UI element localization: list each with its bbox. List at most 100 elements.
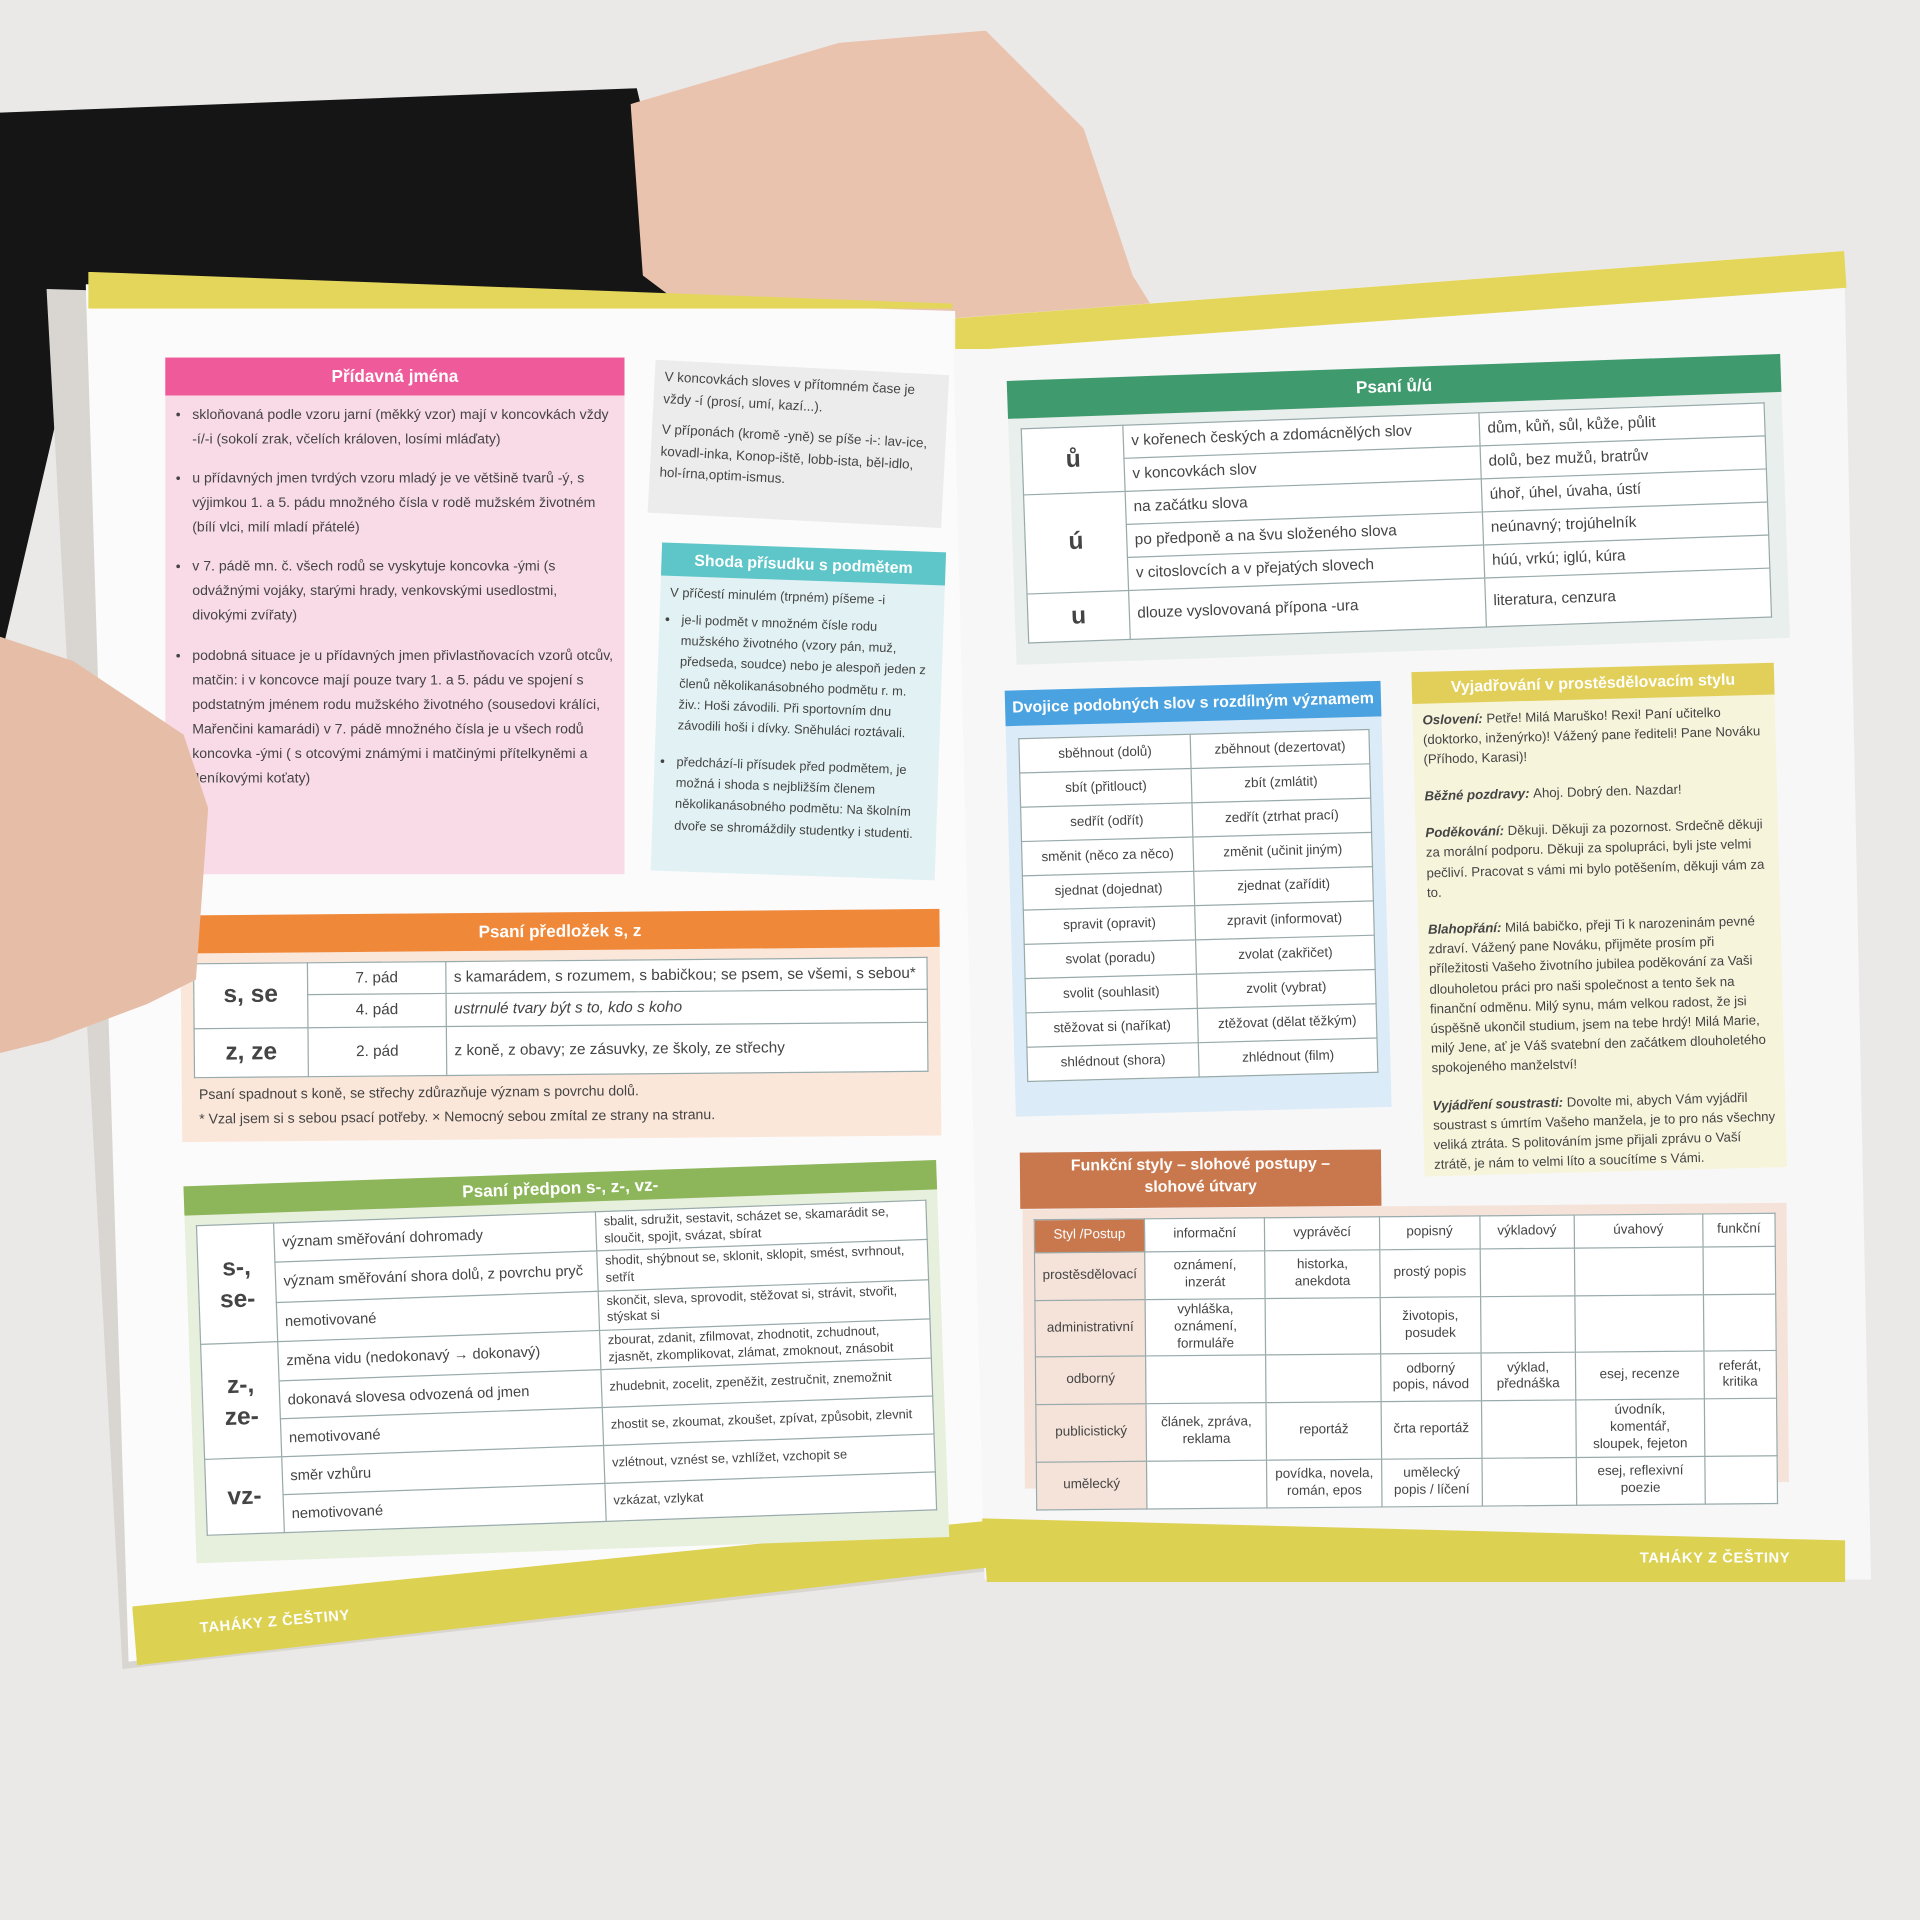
table-row: prostěsdělovací oznámení, inzerát historka… [1034,1246,1776,1301]
pair-s-cell: spravit (opravit) [1023,905,1196,945]
table-cell: umělecký popis / líčení [1381,1457,1482,1507]
list-item: u přídavných jmen tvrdých vzoru mladý je… [192,466,614,540]
table-cell [1703,1294,1777,1352]
paragraph: V koncovkách sloves v přítomném čase je … [663,370,916,415]
section-pridavna-jmena: Přídavná jména skloňovaná podle vzoru ja… [165,357,625,875]
prefix-cell: s-, se- [196,1223,278,1345]
table-cell [1146,1459,1268,1509]
section-title: Psaní předložek s, z [180,908,940,953]
table-row: publicistický článek, zpráva, reklama repo… [1035,1398,1778,1462]
paragraph: Vyjádření soustrasti: Dovolte mi, abych V… [1432,1087,1777,1175]
pair-z-cell: ztěžovat (dělat těžkým) [1197,1003,1377,1043]
examples-cell: z koně, z obavy; ze zásuvky, ze školy, z… [446,1022,928,1076]
prep-cell: z, ze [194,1028,309,1078]
letter-cell: ú [1023,490,1129,594]
paragraph-label: Vyjádření soustrasti: [1432,1095,1564,1114]
section-dvojice: Dvojice podobných slov s rozdílným význa… [1004,680,1392,1117]
column-header: Styl /Postup [1034,1218,1145,1253]
row-header: umělecký [1036,1460,1147,1510]
case-cell: 7. pád [307,961,447,996]
letter-cell: u [1026,589,1131,643]
table-row: z, ze 2. pád z koně, z obavy; ze zásuvky… [194,1022,928,1078]
pair-z-cell: změnit (učinit jiným) [1193,832,1373,872]
table-cell [1265,1354,1381,1403]
pair-z-cell: zhlédnout (film) [1198,1037,1378,1077]
paragraph: Poděkování: Děkuji. Děkuji za pozornost. … [1425,815,1770,903]
column-header: popisný [1379,1215,1480,1250]
paragraph: V příponách (kromě -yně) se píše -i-: la… [659,422,928,488]
column-header: vyprávěcí [1264,1216,1380,1251]
section-predpony: Psaní předpon s-, z-, vz- s-, se-význam … [183,1160,950,1564]
section-predlozky: Psaní předložek s, z s, se 7. pád s kama… [180,908,942,1143]
pair-s-cell: shlédnout (shora) [1026,1042,1200,1082]
examples-cell: literatura, cenzura [1484,567,1772,627]
section-funkcni-styly: Styl /Postup informační vyprávěcí popisný vý… [1022,1202,1789,1510]
table-cell [1704,1455,1778,1504]
table-cell [1702,1246,1776,1295]
pair-s-cell: sbít (přitlouct) [1019,768,1193,807]
list-item: podobná situace je u přídavných jmen při… [192,643,614,791]
table-cell: historka, anekdota [1265,1249,1381,1299]
table-cell [1479,1248,1575,1297]
table-cell [1145,1355,1267,1405]
paragraph: Blahopřání: Milá babičko, přeji Ti k naro… [1428,911,1775,1078]
pair-s-cell: sběhnout (dolů) [1018,733,1192,773]
table-cell: odborný popis, návod [1380,1353,1482,1402]
table-cell [1481,1400,1577,1458]
dvojice-table: sběhnout (dolů) zběhnout (dezertovat) sbít… [1018,728,1379,1082]
prefix-cell: vz- [204,1457,285,1536]
predpony-table: s-, se-význam směřování dohromady sbalit,… [195,1199,938,1537]
vyjadrovani-body: Oslovení: Petře! Milá Maruško! Rexi! Paní… [1412,694,1787,1200]
section-shoda: Shoda přísudku s podmětem V příčestí min… [650,542,947,881]
pair-z-cell: zedřít (ztrhat prací) [1192,797,1372,837]
pair-z-cell: zvolit (vybrat) [1196,969,1377,1009]
table-cell [1481,1456,1577,1506]
row-header: prostěsdělovací [1034,1251,1146,1301]
case-cell: 2. pád [307,1026,447,1078]
table-cell: referát, kritika [1703,1350,1777,1400]
pair-z-cell: zvolat (zakřičet) [1195,934,1376,974]
title-line: slohové útvary [1144,1176,1257,1196]
left-footer: TAHÁKY Z ČEŠTINY [199,1606,351,1637]
table-cell: reportáž [1266,1401,1382,1460]
examples-cell: ustrnulé tvary být s to, kdo s koho [446,989,928,1027]
pair-z-cell: zpravit (informovat) [1194,900,1375,940]
paragraph-text: Milá babičko, přeji Ti k narozeninám pev… [1428,914,1767,1077]
examples-cell: s kamarádem, s rozumem, s babičkou; se p… [445,956,928,994]
pair-s-cell: svolat (poradu) [1024,939,1197,979]
column-header: informační [1144,1217,1266,1252]
paragraph: Běžné pozdravy: Ahoj. Dobrý den. Nazdar! [1424,778,1767,807]
list-item: skloňovaná podle vzoru jarní (měkký vzor… [192,402,614,451]
table-cell: prostý popis [1379,1248,1481,1298]
section-title: Přídavná jména [165,357,625,395]
section-koncovky: V koncovkách sloves v přítomném čase je … [647,359,950,528]
letter-cell: ů [1021,424,1126,495]
table-cell: úvodník, komentář, sloupek, fejeton [1575,1399,1705,1457]
pair-s-cell: sjednat (dojednat) [1022,871,1195,910]
pair-z-cell: zběhnout (dezertovat) [1190,729,1370,769]
pair-s-cell: svolit (souhlasit) [1025,973,1198,1013]
pair-z-cell: zbít (zmlátit) [1191,763,1371,803]
paragraph-label: Poděkování: [1425,824,1505,842]
table-cell: esej, recenze [1575,1351,1705,1401]
table-cell: oznámení, inzerát [1144,1250,1266,1300]
row-header: administrativní [1034,1299,1146,1358]
table-cell [1480,1295,1576,1354]
pair-s-cell: stěžovat si (naříkat) [1025,1008,1199,1047]
table-row: administrativní vyhláška, oznámení, formu… [1034,1294,1777,1358]
section-funkcni-title: Funkční styly – slohové postupy – slohov… [1019,1149,1382,1209]
note: * Vzal jsem si s sebou psací potřeby. × … [199,1108,716,1128]
prep-cell: s, se [193,962,308,1030]
table-cell: povídka, novela, román, epos [1266,1458,1382,1508]
predlozky-table: s, se 7. pád s kamarádem, s rozumem, s b… [192,956,929,1079]
list-item: je-li podmět v množném čísle rodu mužské… [677,610,934,746]
section-title-text: Shoda přísudku s podmětem [694,550,913,577]
column-header: výkladový [1479,1215,1575,1249]
paragraph: Oslovení: Petře! Milá Maruško! Rexi! Paní… [1422,702,1766,770]
table-row: odborný odborný popis, návod výklad, předn… [1035,1350,1777,1405]
pair-z-cell: zjednat (zařídit) [1193,866,1374,906]
pair-s-cell: sedřít (odřít) [1020,802,1194,842]
paragraph-label: Blahopřání: [1427,920,1502,938]
prefix-cell: z-, ze- [200,1341,282,1460]
